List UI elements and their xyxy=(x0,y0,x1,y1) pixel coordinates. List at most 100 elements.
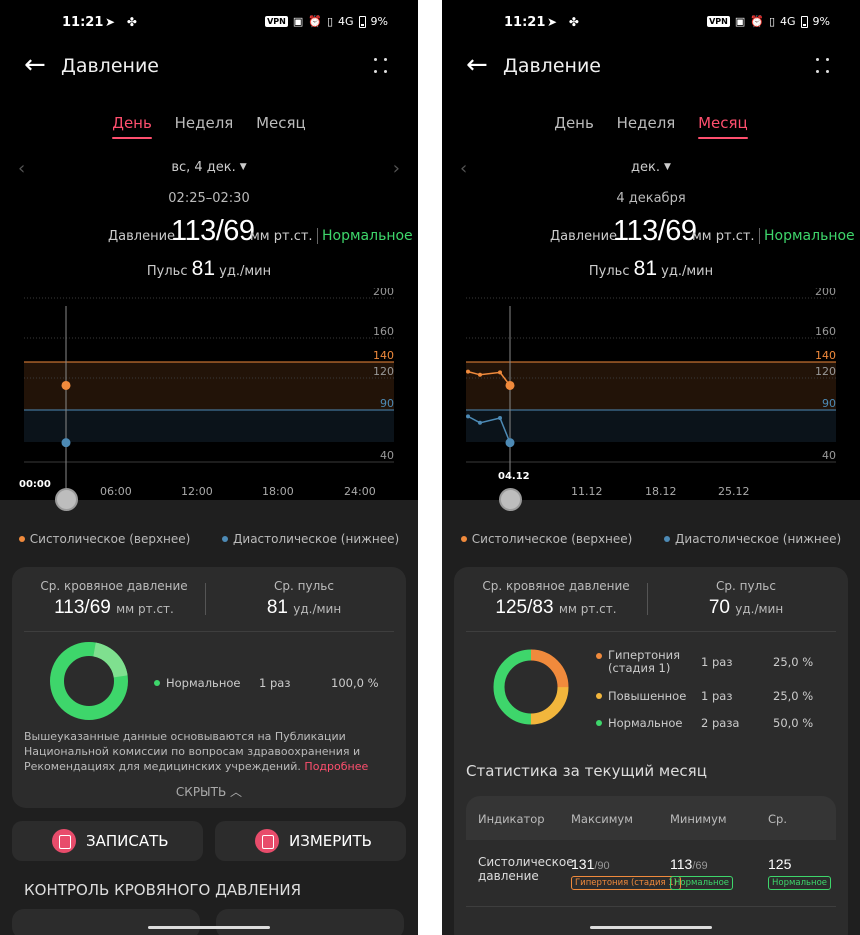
date-selector[interactable]: вс, 4 дек. ▼ xyxy=(0,160,418,175)
x-label: 06:00 xyxy=(100,485,132,498)
systolic-band xyxy=(466,362,836,410)
back-arrow-icon[interactable]: ← xyxy=(466,50,488,80)
record-label: ЗАПИСАТЬ xyxy=(86,832,169,850)
column-header: Максимум xyxy=(571,812,633,826)
measure-button[interactable]: ИЗМЕРИТЬ xyxy=(215,821,406,861)
category-count: 1 раз xyxy=(259,676,291,690)
y-tick-label: 160 xyxy=(373,325,394,338)
record-icon xyxy=(52,829,76,853)
gesture-bar[interactable] xyxy=(148,926,270,929)
prev-arrow-icon[interactable]: ‹ xyxy=(460,158,468,179)
signal-icon: 4G xyxy=(780,15,796,28)
pulse-unit: уд./мин xyxy=(219,264,272,279)
chart-scrubber-handle[interactable] xyxy=(55,488,78,511)
back-arrow-icon[interactable]: ← xyxy=(24,50,46,80)
tab-day[interactable]: День xyxy=(554,114,594,132)
more-menu-icon[interactable] xyxy=(816,56,832,74)
avg-pulse-unit: уд./мин xyxy=(293,602,342,616)
chart-legend: Систолическое (верхнее) Диастолическое (… xyxy=(442,532,860,546)
tab-month[interactable]: Месяц xyxy=(698,114,748,139)
y-tick-label: 120 xyxy=(815,365,836,378)
next-arrow-icon[interactable]: › xyxy=(392,158,400,179)
period-tabs: День Неделя Месяц xyxy=(442,114,860,139)
more-menu-icon[interactable] xyxy=(374,56,390,74)
systolic-dot-icon xyxy=(18,536,25,542)
bp-chart-day[interactable]: 200 160 140 120 90 40 00:00 06:00 12:00 18:00… xyxy=(0,288,418,500)
status-badge: Гипертония (стадия 1) xyxy=(571,876,682,890)
avg-value: 125 xyxy=(768,856,792,872)
avg-pulse: Ср. пульс 81 уд./мин xyxy=(214,567,394,619)
legend-systolic: Систолическое (верхнее) xyxy=(29,532,191,546)
divider xyxy=(647,583,648,615)
divider xyxy=(205,583,206,615)
avg-bp-number: 113/69 xyxy=(54,597,111,618)
y-tick-label: 90 xyxy=(380,397,394,410)
divider xyxy=(759,228,760,244)
chevron-up-icon: ︿ xyxy=(230,785,243,799)
diastolic-point xyxy=(61,438,71,448)
record-button[interactable]: ЗАПИСАТЬ xyxy=(12,821,203,861)
tab-month[interactable]: Месяц xyxy=(256,114,306,132)
avg-pulse: Ср. пульс 70 уд./мин xyxy=(656,567,836,619)
category-name: Гипертония (стадия 1) xyxy=(608,649,680,675)
date-selector[interactable]: дек. ▼ xyxy=(442,160,860,175)
category-percent: 100,0 % xyxy=(331,676,379,690)
hide-toggle[interactable]: СКРЫТЬ ︿ xyxy=(12,783,406,800)
pulse-value: 81 xyxy=(191,257,215,280)
category-name: Нормальное xyxy=(166,676,241,690)
category-donut-chart xyxy=(50,642,128,720)
reading-summary: Давление 113/69 мм рт.ст. Нормальное xyxy=(442,215,860,251)
divider xyxy=(24,631,394,632)
pressure-unit: мм рт.ст. xyxy=(692,229,755,244)
measure-label: ИЗМЕРИТЬ xyxy=(289,832,372,850)
avg-bp-unit: мм рт.ст. xyxy=(116,602,174,616)
divider xyxy=(317,228,318,244)
summary-card: Ср. кровяное давление 113/69 мм рт.ст. С… xyxy=(12,567,406,808)
min-number: 113 xyxy=(670,856,693,872)
pulse-label: Пульс xyxy=(588,264,630,279)
category-name-line: (стадия 1) xyxy=(608,661,671,675)
systolic-point xyxy=(61,380,71,390)
notification-icons: ➤ ✤ xyxy=(105,15,141,29)
info-note: Вышеуказанные данные основываются на Пуб… xyxy=(24,729,394,774)
date-label: вс, 4 дек. xyxy=(171,160,236,175)
pressure-label: Давление xyxy=(550,229,618,244)
pressure-status: Нормальное xyxy=(764,228,855,244)
min-value: 113/69 xyxy=(670,856,708,872)
diastolic-point xyxy=(466,414,470,419)
diastolic-band xyxy=(24,410,394,442)
prev-arrow-icon[interactable]: ‹ xyxy=(18,158,26,179)
tab-day[interactable]: День xyxy=(112,114,152,139)
chart-svg: 200 160 140 120 90 40 xyxy=(24,288,394,488)
alarm-icon: ⏰ xyxy=(750,15,764,28)
elevated-dot-icon xyxy=(596,693,602,699)
battery-level: 9% xyxy=(370,15,388,28)
category-percent: 50,0 % xyxy=(773,716,814,730)
legend-systolic: Систолическое (верхнее) xyxy=(471,532,633,546)
status-badge: Нормальное xyxy=(670,876,734,890)
avg-bp-value: 125/83 мм рт.ст. xyxy=(466,597,646,619)
tab-week[interactable]: Неделя xyxy=(174,114,234,132)
normal-dot-icon xyxy=(154,680,160,686)
avg-bp-value: 113/69 мм рт.ст. xyxy=(24,597,204,619)
normal-dot-icon xyxy=(596,720,602,726)
category-name-line: Гипертония xyxy=(608,648,681,662)
chart-scrubber-handle[interactable] xyxy=(499,488,522,511)
chart-legend: Систолическое (верхнее) Диастолическое (… xyxy=(0,532,418,546)
vpn-icon: VPN xyxy=(265,16,288,27)
bp-chart-month[interactable]: 200 160 140 120 90 40 04.12 11.12 18.12 25.12 xyxy=(442,288,860,500)
battery-level: 9% xyxy=(812,15,830,28)
tab-week[interactable]: Неделя xyxy=(616,114,676,132)
notification-icons: ➤ ✤ xyxy=(547,15,583,29)
dropdown-caret-icon: ▼ xyxy=(239,162,247,172)
time-range: 02:25–02:30 xyxy=(168,191,250,206)
avg-pulse-title: Ср. пульс xyxy=(716,579,776,593)
gesture-bar[interactable] xyxy=(590,926,712,929)
diastolic-point xyxy=(505,438,515,448)
systolic-band xyxy=(24,362,394,410)
period-tabs: День Неделя Месяц xyxy=(0,114,418,139)
y-tick-label: 140 xyxy=(815,349,836,362)
more-link[interactable]: Подробнее xyxy=(304,760,369,773)
y-tick-label: 140 xyxy=(373,349,394,362)
app-header: ← Давление xyxy=(442,52,860,80)
